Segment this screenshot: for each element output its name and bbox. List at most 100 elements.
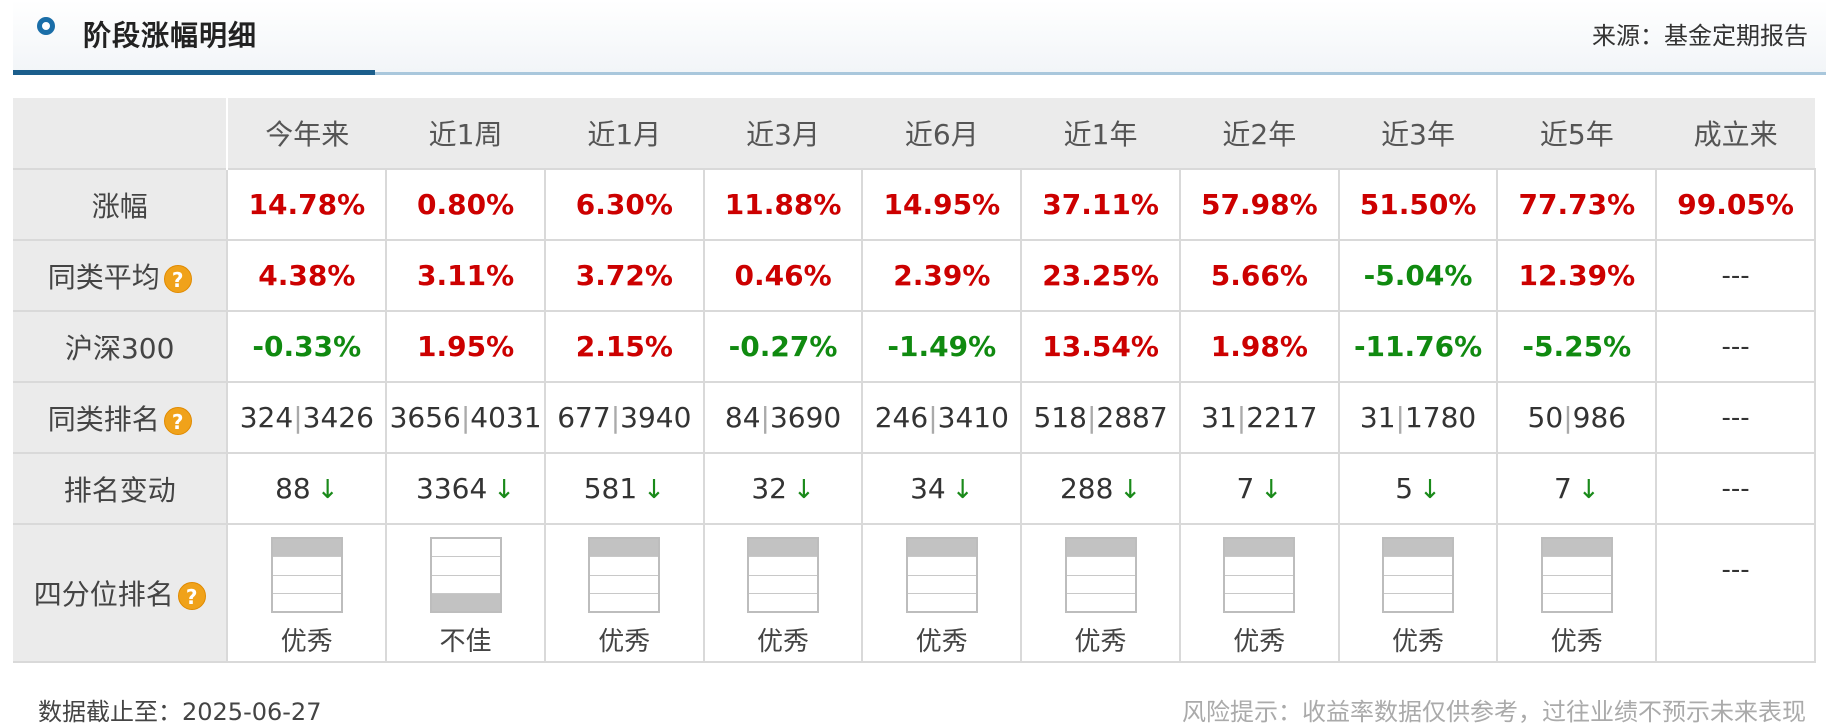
- value-text: -11.76%: [1353, 330, 1483, 363]
- row-label-text: 四分位排名: [33, 578, 174, 611]
- rank-separator: |: [928, 401, 938, 434]
- empty-value: ---: [1721, 402, 1750, 433]
- value-text: -5.25%: [1522, 330, 1632, 363]
- quartile-label: 优秀: [1074, 627, 1127, 657]
- column-header: 近3月: [703, 98, 863, 169]
- quartile-segment: [272, 557, 341, 576]
- quartile-cell: 优秀: [1178, 523, 1340, 663]
- rank-position: 50: [1527, 401, 1564, 434]
- value-cell: 77.73%: [1496, 168, 1658, 241]
- row-label-text: 涨幅: [91, 189, 148, 223]
- quartile-cell: 优秀: [226, 523, 388, 663]
- value-cell: 51.50%: [1337, 168, 1499, 241]
- rank-total: 3410: [937, 401, 1009, 434]
- value-cell: ---: [1655, 239, 1816, 312]
- value-text: 3.11%: [416, 259, 515, 292]
- quartile-cell: 优秀: [1020, 523, 1181, 663]
- value-text: 14.78%: [248, 188, 366, 221]
- rank-change-value: 288: [1059, 472, 1114, 505]
- bullet-circle-icon: [37, 17, 55, 35]
- rank-change-cell: 581 ↓: [543, 452, 705, 525]
- quartile-cell: 优秀: [861, 523, 1023, 663]
- value-cell: 14.78%: [226, 168, 388, 241]
- value-text: 4.38%: [258, 259, 356, 292]
- value-cell: 99.05%: [1655, 168, 1816, 241]
- rank-position: 324: [239, 401, 294, 434]
- quartile-segment: [590, 557, 659, 576]
- rank-change-cell: 32 ↓: [702, 452, 864, 525]
- value-text: 23.25%: [1042, 259, 1159, 292]
- rank-separator: |: [1563, 401, 1573, 434]
- quartile-segment: [1066, 557, 1135, 576]
- rank-cell: 3656|4031: [385, 381, 546, 454]
- value-cell: -11.76%: [1337, 310, 1499, 383]
- value-text: 1.98%: [1210, 330, 1308, 363]
- quartile-cell: 优秀: [702, 523, 864, 663]
- rank-total: 3940: [620, 401, 692, 434]
- rank-position: 31: [1359, 401, 1396, 434]
- column-header: 近1月: [544, 98, 704, 169]
- rank-cell: 31|2217: [1178, 381, 1340, 454]
- quartile-segment: [431, 557, 500, 576]
- quartile-chart: [747, 537, 820, 613]
- rank-position: 246: [874, 401, 929, 434]
- quartile-segment: [1384, 557, 1453, 576]
- quartile-segment: [749, 593, 818, 611]
- value-text: 6.30%: [575, 188, 673, 221]
- rank-cell: ---: [1655, 381, 1816, 454]
- quartile-label: 优秀: [757, 627, 810, 657]
- quartile-label: 优秀: [280, 627, 333, 657]
- value-cell: 37.11%: [1020, 168, 1181, 241]
- rank-change-cell: 7 ↓: [1178, 452, 1340, 525]
- column-header: 成立来: [1656, 98, 1815, 169]
- table-row: 涨幅 14.78% 0.80% 6.30% 11.88% 14.95% 37.11% 57.9…: [13, 168, 1816, 241]
- help-icon[interactable]: ?: [163, 406, 192, 435]
- row-label-rank: 同类排名?: [13, 381, 229, 454]
- quartile-segment: [749, 557, 818, 576]
- row-label-text: 同类平均: [47, 260, 160, 294]
- value-cell: 14.95%: [861, 168, 1023, 241]
- quartile-segment: [590, 575, 659, 594]
- rank-change-value: 34: [910, 472, 946, 505]
- row-label-text: 排名变动: [63, 473, 176, 507]
- quartile-segment: [907, 593, 976, 611]
- value-cell: 4.38%: [226, 239, 388, 312]
- row-label-text: 沪深300: [64, 331, 175, 365]
- quartile-segment: [431, 575, 500, 594]
- rank-total: 3690: [769, 401, 842, 434]
- rank-change-value: 88: [275, 472, 311, 505]
- quartile-label: 优秀: [1233, 627, 1286, 657]
- column-header: 近1年: [1021, 98, 1180, 169]
- rank-cell: 84|3690: [702, 381, 864, 454]
- header-underline: [375, 72, 1826, 75]
- rank-total: 2887: [1096, 401, 1168, 434]
- data-source: 来源：基金定期报告: [1592, 22, 1808, 50]
- column-header: 近3年: [1338, 98, 1498, 169]
- value-text: 37.11%: [1042, 188, 1159, 221]
- help-icon[interactable]: ?: [163, 264, 192, 293]
- quartile-segment: [431, 593, 500, 611]
- value-text: 2.39%: [893, 259, 991, 292]
- rank-cell: 518|2887: [1020, 381, 1181, 454]
- rank-separator: |: [760, 401, 770, 434]
- table-row: 排名变动 88 ↓ 3364 ↓ 581 ↓ 32 ↓ 34 ↓ 288 ↓ 7 ↓ 5 ↓ 7 ↓ ---: [13, 452, 1816, 525]
- rank-change-value: 581: [583, 472, 638, 505]
- rank-cell: 31|1780: [1337, 381, 1499, 454]
- value-text: 5.66%: [1210, 259, 1308, 292]
- value-cell: 0.46%: [702, 239, 864, 312]
- quartile-cell: 优秀: [1496, 523, 1658, 663]
- value-text: 51.50%: [1359, 188, 1477, 221]
- value-cell: 23.25%: [1020, 239, 1181, 312]
- column-header: 近2年: [1179, 98, 1339, 169]
- row-label-avg: 同类平均?: [13, 239, 229, 312]
- value-cell: 1.95%: [385, 310, 546, 383]
- value-text: ---: [1721, 331, 1750, 362]
- quartile-segment: [1066, 539, 1135, 558]
- value-text: 11.88%: [724, 188, 842, 221]
- row-label-text: 同类排名: [47, 402, 160, 436]
- help-icon[interactable]: ?: [177, 582, 206, 610]
- rank-total: 986: [1572, 401, 1627, 434]
- quartile-segment: [749, 539, 818, 558]
- rank-change-value: 32: [751, 472, 787, 505]
- rank-cell: 50|986: [1496, 381, 1658, 454]
